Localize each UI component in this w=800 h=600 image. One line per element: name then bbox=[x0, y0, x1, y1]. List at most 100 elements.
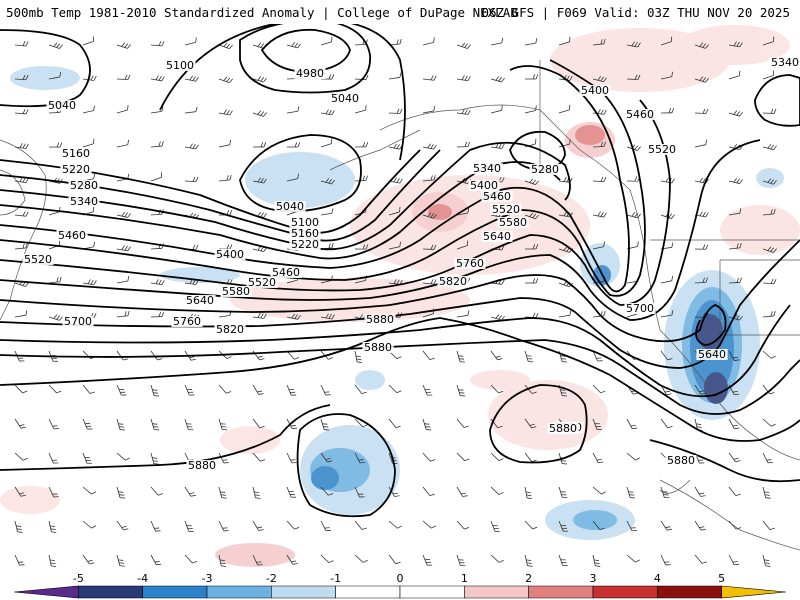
wind-barb bbox=[355, 555, 368, 562]
wind-barb bbox=[763, 487, 771, 498]
cold-anomaly bbox=[311, 466, 339, 490]
contour-label: 5520 bbox=[492, 203, 520, 216]
wind-barb bbox=[763, 279, 776, 284]
wind-barb bbox=[83, 36, 94, 45]
colorbar-segment bbox=[207, 586, 271, 598]
wind-barb bbox=[117, 521, 128, 530]
wind-barb bbox=[355, 521, 367, 530]
wind-barb bbox=[321, 419, 329, 430]
wind-barb bbox=[763, 351, 776, 358]
contour-label: 5220 bbox=[291, 238, 319, 251]
wind-barb bbox=[593, 453, 603, 463]
wind-barb bbox=[593, 212, 606, 217]
wind-barb bbox=[151, 172, 162, 181]
wind-barb bbox=[49, 521, 56, 533]
wind-barb bbox=[253, 487, 260, 498]
wind-barb bbox=[729, 178, 743, 184]
wind-barb bbox=[49, 315, 63, 321]
wind-barb bbox=[219, 419, 227, 430]
wind-barb bbox=[423, 76, 436, 81]
wind-barb bbox=[49, 453, 58, 463]
warm-anomaly bbox=[0, 486, 60, 514]
wind-barb bbox=[253, 385, 264, 394]
wind-barb bbox=[559, 487, 567, 498]
cold-anomaly bbox=[704, 372, 728, 404]
wind-barb bbox=[491, 521, 500, 531]
wind-barb bbox=[117, 385, 126, 395]
wind-barb bbox=[729, 419, 739, 429]
wind-barb bbox=[695, 521, 706, 530]
wind-barb bbox=[423, 144, 436, 149]
wind-barb bbox=[151, 521, 160, 531]
colorbar-tick-label: -3 bbox=[202, 572, 213, 585]
contour-5100-north bbox=[160, 24, 405, 160]
wind-barb bbox=[151, 453, 159, 464]
wind-barb bbox=[661, 521, 672, 530]
colorbar-tick-label: 2 bbox=[525, 572, 532, 585]
wind-barb bbox=[525, 521, 537, 529]
wind-barb bbox=[287, 487, 296, 497]
wind-barb bbox=[355, 105, 366, 113]
colorbar-segment bbox=[336, 586, 400, 598]
wind-barb bbox=[287, 453, 297, 463]
wind-barb bbox=[423, 279, 436, 284]
wind-barb bbox=[185, 107, 197, 113]
wind-barb bbox=[219, 385, 231, 393]
wind-barb bbox=[49, 43, 63, 49]
wind-barb bbox=[627, 212, 641, 218]
wind-barb bbox=[661, 555, 671, 565]
colorbar-segment bbox=[271, 586, 335, 598]
wind-barb bbox=[15, 453, 28, 460]
wind-barb bbox=[457, 555, 465, 566]
contour-label: 5820 bbox=[439, 275, 467, 288]
wind-barb bbox=[151, 419, 159, 430]
wind-barb bbox=[525, 278, 538, 283]
wind-barb bbox=[117, 487, 125, 498]
contour-4980 bbox=[262, 30, 350, 72]
contour-5040-low bbox=[240, 24, 370, 93]
wind-barb bbox=[321, 243, 333, 249]
wind-barb bbox=[525, 351, 533, 362]
wind-barb bbox=[83, 453, 92, 463]
contour-label: 5640 bbox=[698, 348, 726, 361]
colorbar-segment bbox=[722, 586, 786, 598]
wind-barb bbox=[389, 555, 401, 564]
wind-barb bbox=[219, 77, 233, 83]
contour-label: 5340 bbox=[771, 56, 799, 69]
cold-anomaly bbox=[573, 510, 617, 530]
cold-anomaly bbox=[355, 370, 385, 390]
colorbar-segment bbox=[529, 586, 593, 598]
wind-barb bbox=[287, 142, 300, 147]
wind-barb bbox=[49, 555, 56, 567]
wind-barb bbox=[423, 351, 435, 360]
height-contours bbox=[0, 24, 800, 516]
wind-barb bbox=[185, 555, 197, 563]
colorbar-segment bbox=[593, 586, 657, 598]
contour-label: 5100 bbox=[166, 59, 194, 72]
colorbar-segment bbox=[14, 586, 78, 598]
contour-label: 5760 bbox=[456, 257, 484, 270]
contour-label: 5820 bbox=[216, 323, 244, 336]
wind-barb bbox=[117, 212, 131, 217]
wind-barb bbox=[117, 105, 128, 113]
cold-anomaly bbox=[10, 66, 80, 90]
wind-barb bbox=[763, 109, 776, 114]
contour-label: 5280 bbox=[70, 179, 98, 192]
colorbar-segment bbox=[143, 586, 207, 598]
wind-barb bbox=[15, 41, 28, 46]
contour-label: 5880 bbox=[549, 422, 577, 435]
wind-barb bbox=[151, 76, 164, 81]
wind-barb bbox=[151, 312, 164, 317]
wind-barb bbox=[423, 521, 436, 528]
contour-label: 5400 bbox=[216, 248, 244, 261]
wind-barb bbox=[253, 521, 264, 530]
wind-barb bbox=[185, 487, 196, 496]
wind-barb bbox=[423, 37, 434, 45]
contour-label: 5400 bbox=[581, 84, 609, 97]
wind-barb bbox=[49, 277, 61, 283]
contour-label: 5700 bbox=[626, 302, 654, 315]
warm-anomaly bbox=[720, 205, 800, 255]
wind-barb bbox=[491, 314, 505, 320]
colorbar-tick-label: -5 bbox=[73, 572, 84, 585]
wind-barb bbox=[491, 555, 504, 562]
